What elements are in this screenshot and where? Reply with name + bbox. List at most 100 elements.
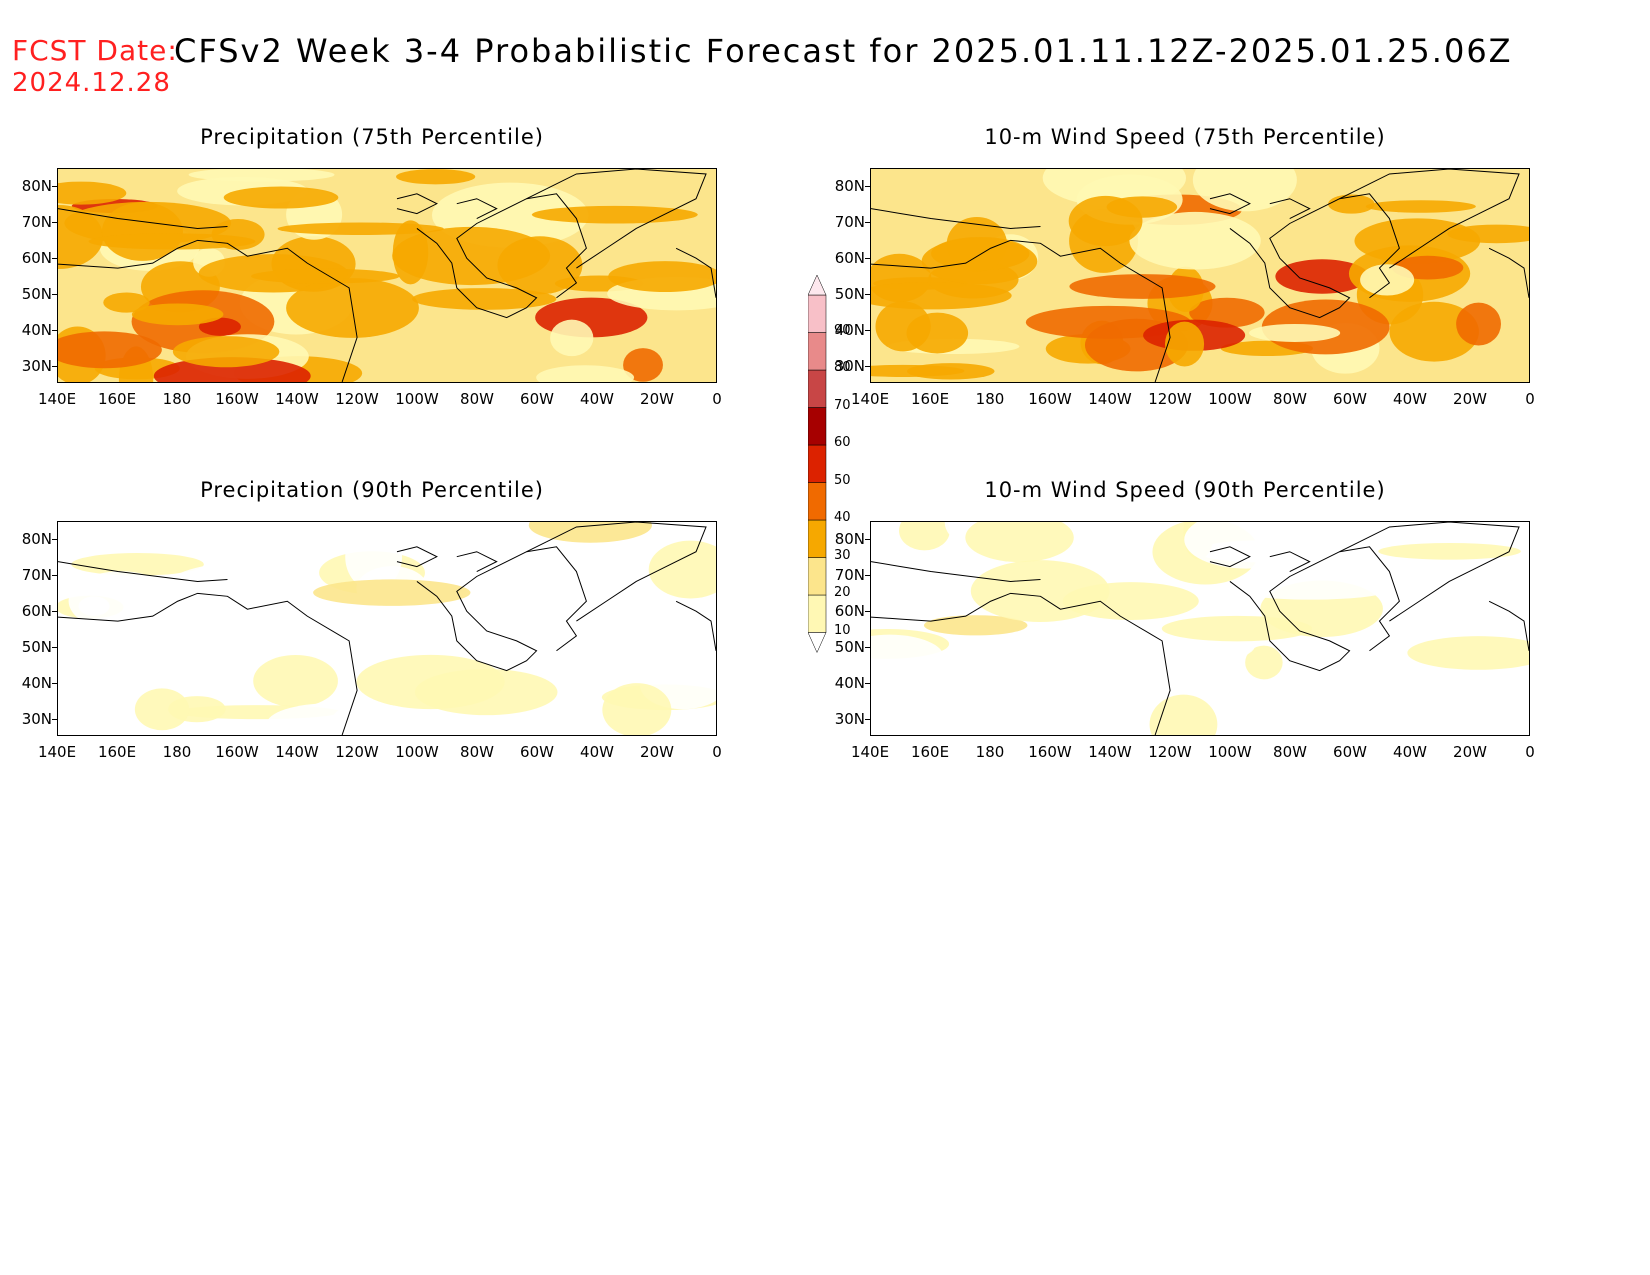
lat-tick (865, 294, 870, 295)
contour-blob (345, 523, 403, 591)
lat-tick-label: 30N (21, 710, 52, 728)
panel-wind-75: 10-m Wind Speed (75th Percentile) 80N 70N… (825, 125, 1545, 425)
contour-blob (313, 579, 471, 606)
lon-tick-label: 140E (850, 743, 890, 761)
lat-tick (865, 258, 870, 259)
contour-blob (161, 562, 317, 620)
map-precip-75 (57, 168, 717, 383)
contour-blob (1165, 321, 1205, 367)
contour-blob (875, 301, 931, 352)
contour-blob (172, 336, 280, 368)
colorbar-level-label: 60 (834, 435, 851, 450)
lon-tick-label: 0 (712, 743, 722, 761)
contour-blob (497, 236, 583, 295)
lon-tick-label: 160E (910, 743, 950, 761)
colorbar-legend: 10 20 30 40 50 60 70 80 90 (808, 275, 888, 685)
contour-blob (931, 236, 1030, 271)
lat-tick (52, 258, 57, 259)
panel-title: 10-m Wind Speed (90th Percentile) (984, 478, 1386, 502)
lat-tick-label: 40N (834, 321, 865, 339)
lat-tick (865, 611, 870, 612)
lon-tick-label: 180 (162, 743, 192, 761)
colorbar-swatch (808, 332, 827, 371)
lat-tick-label: 40N (21, 674, 52, 692)
lon-tick-label: 140W (1088, 390, 1132, 408)
lon-tick-label: 140E (37, 743, 77, 761)
lon-tick-label: 80W (460, 743, 494, 761)
lat-tick (865, 683, 870, 684)
lat-tick (52, 683, 57, 684)
lon-tick-label: 160E (97, 743, 137, 761)
contour-blob (965, 688, 997, 722)
lat-tick (52, 294, 57, 295)
lon-tick-label: 20W (1453, 390, 1487, 408)
contour-blob (188, 169, 335, 182)
coastline (1209, 546, 1251, 568)
contour-blob (899, 522, 950, 551)
contour-blob (1149, 694, 1218, 735)
lat-tick-label: 70N (834, 213, 865, 231)
lat-tick-label: 80N (21, 530, 52, 548)
panel-title: Precipitation (75th Percentile) (200, 125, 544, 149)
colorbar-swatch (808, 482, 827, 521)
lon-tick-label: 0 (712, 390, 722, 408)
contour-blob (134, 688, 190, 731)
contour-blob (68, 571, 174, 631)
contour-blob (91, 636, 237, 655)
coastline (58, 239, 358, 382)
map-canvas (871, 522, 1529, 735)
lon-tick-label: 20W (1453, 743, 1487, 761)
coastline (871, 561, 1041, 582)
lat-tick-label: 80N (834, 530, 865, 548)
colorbar-level-label: 50 (834, 472, 851, 488)
contour-blob (71, 553, 204, 576)
fcst-date-value: 2024.12.28 (12, 68, 171, 98)
lat-tick (52, 575, 57, 576)
contour-blob (1378, 543, 1521, 560)
contour-blob (223, 186, 339, 209)
contour-blob (1192, 169, 1297, 212)
lon-tick-label: 180 (975, 390, 1005, 408)
coastline (1339, 193, 1400, 299)
lon-tick-label: 120W (1148, 743, 1192, 761)
contour-blob (414, 669, 558, 716)
colorbar-level-label: 90 (834, 322, 851, 338)
contour-blob (114, 656, 156, 697)
lat-tick-label: 30N (21, 357, 52, 375)
coastline (1269, 198, 1311, 219)
lon-tick-label: 0 (1525, 390, 1535, 408)
coastline (871, 592, 1171, 735)
lat-tick-label: 50N (21, 638, 52, 656)
colorbar-swatch (808, 369, 827, 408)
lon-tick-label: 40W (580, 390, 614, 408)
colorbar-swatch (808, 407, 827, 446)
contour-blob (58, 331, 162, 369)
coastline (456, 551, 498, 572)
lat-tick-label: 60N (21, 602, 52, 620)
colorbar-level-label: 80 (834, 360, 851, 375)
map-wind-75 (870, 168, 1530, 383)
coastline (871, 208, 1041, 229)
contour-blob (1069, 274, 1216, 299)
contour-blob (970, 560, 1110, 622)
lon-tick-label: 120W (1148, 390, 1192, 408)
lon-tick-label: 20W (640, 743, 674, 761)
lat-tick (52, 222, 57, 223)
contour-blob (528, 522, 652, 543)
lon-tick-label: 40W (1393, 390, 1427, 408)
lon-tick-label: 100W (1208, 743, 1252, 761)
lon-tick-label: 160W (1028, 390, 1072, 408)
lon-tick-label: 140W (275, 390, 319, 408)
contour-blob (1245, 645, 1283, 680)
contour-blob (131, 303, 224, 326)
coastline (1209, 193, 1251, 215)
contour-blob (266, 703, 395, 735)
coastline (1229, 188, 1360, 319)
lat-tick-label: 60N (21, 249, 52, 267)
colorbar-level-label: 70 (834, 397, 851, 413)
panel-wind-90: 10-m Wind Speed (90th Percentile) 80N 70N… (825, 478, 1545, 778)
colorbar-level-label: 40 (834, 510, 851, 525)
lat-tick-label: 70N (834, 566, 865, 584)
colorbar-level-label: 20 (834, 585, 851, 600)
lon-tick-label: 40W (580, 743, 614, 761)
